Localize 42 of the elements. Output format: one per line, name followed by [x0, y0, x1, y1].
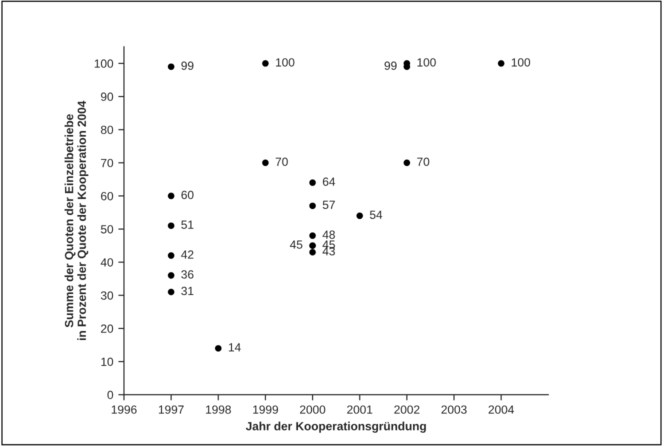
y-axis-title: Summe der Quoten der Einzelbetriebe in Prozent der Quote der Kooperation 2004: [64, 100, 88, 340]
data-label: 60: [181, 190, 194, 200]
x-tick-label: 1998: [206, 405, 231, 414]
data-label: 54: [370, 210, 382, 219]
y-tick-label: 10: [101, 358, 114, 366]
data-label: 64: [322, 177, 336, 186]
y-tick-label: 80: [100, 126, 114, 134]
x-tick-label: 2000: [300, 405, 326, 414]
y-tick-label: 60: [101, 192, 114, 200]
data-label: 70: [276, 158, 288, 166]
y-tick-label: 0: [107, 390, 114, 400]
data-label: 45: [290, 240, 302, 249]
data-label: 14: [228, 343, 241, 352]
data-label: 45: [322, 240, 335, 249]
y-tick-label: 30: [100, 291, 114, 300]
data-label: 100: [276, 58, 294, 67]
x-tick-label: 2002: [394, 405, 420, 414]
data-label: 99: [181, 62, 194, 70]
x-tick-label: 2001: [347, 405, 372, 414]
data-label: 36: [181, 270, 194, 279]
data-label: 100: [512, 58, 530, 67]
data-label: 43: [322, 247, 335, 256]
y-tick-label: 40: [100, 258, 114, 267]
data-label: 48: [322, 230, 335, 239]
data-label: 70: [417, 158, 430, 166]
data-label: 100: [417, 58, 436, 67]
x-tick-label: 2003: [441, 405, 467, 414]
x-axis-title: Jahr der Kooperationsgründung: [246, 422, 426, 433]
data-label: 31: [181, 286, 194, 296]
y-tick-label: 20: [101, 324, 114, 333]
data-label: 99: [384, 62, 397, 70]
y-tick-label: 70: [101, 158, 114, 168]
x-tick-label: 1997: [158, 405, 184, 414]
x-tick-label: 1999: [253, 405, 278, 414]
y-tick-label: 90: [100, 92, 114, 101]
y-tick-label: 100: [94, 59, 114, 68]
x-tick-label: 2004: [488, 405, 514, 414]
data-label: 42: [181, 250, 194, 259]
data-label: 57: [322, 200, 335, 210]
data-label: 51: [181, 220, 194, 229]
y-tick-label: 50: [100, 225, 114, 234]
x-tick-label: 1996: [112, 405, 137, 414]
